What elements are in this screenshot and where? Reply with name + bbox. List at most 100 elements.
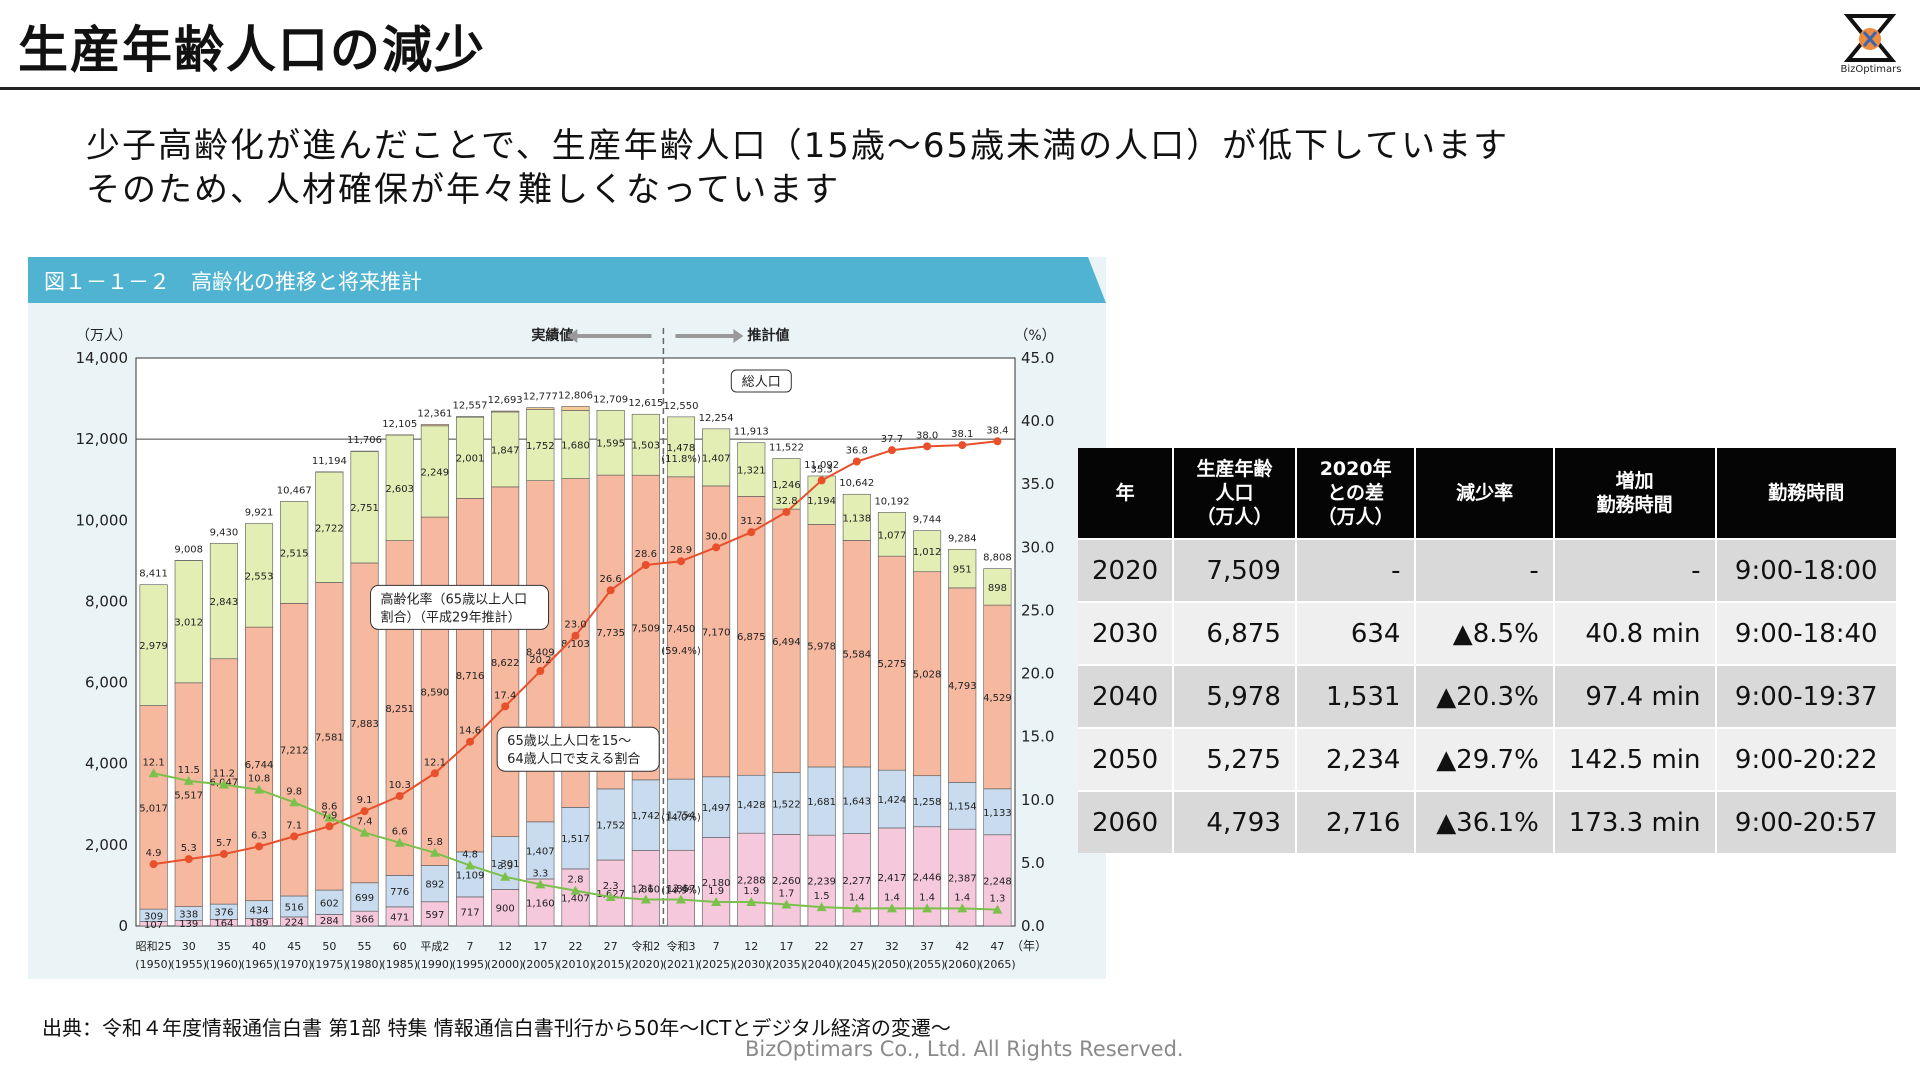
share-label: (14.0%) xyxy=(661,812,701,823)
x-tick-label: 40 xyxy=(252,940,266,953)
support-ratio-point xyxy=(675,894,686,904)
aging-ratio-point xyxy=(747,528,756,537)
x-tick-year-label: (1995) xyxy=(452,958,489,971)
ratio-value-label: 7.9 xyxy=(321,810,337,821)
bar-value-label: 900 xyxy=(496,904,515,915)
total-label: 12,615 xyxy=(628,398,663,409)
bar-value-label: 2,979 xyxy=(139,641,168,652)
support-ratio-point xyxy=(183,775,194,785)
aging-ratio-point xyxy=(923,442,932,451)
ratio-value-label: 38.0 xyxy=(916,430,938,441)
bar-value-label: 8,251 xyxy=(385,704,414,715)
table-cell: 173.3 min xyxy=(1553,790,1717,853)
bar-value-label: 2,248 xyxy=(983,876,1012,887)
bar-value-label: 7,509 xyxy=(631,624,660,635)
aging-ratio-point xyxy=(676,557,685,566)
bar-value-label: 376 xyxy=(214,908,233,919)
bar-segment xyxy=(350,882,379,912)
table-cell: - xyxy=(1553,538,1717,602)
bar-segment xyxy=(631,850,660,927)
total-label: 12,361 xyxy=(417,408,452,419)
x-tick-year-label: (2010) xyxy=(557,958,594,971)
ratio-value-label: 38.1 xyxy=(951,429,973,440)
bar-segment xyxy=(877,512,906,557)
x-tick-year-label: (1985) xyxy=(381,958,418,971)
support-ratio-point xyxy=(640,894,651,904)
bar-segment xyxy=(526,409,555,481)
source-note: 出典：令和４年度情報通信白書 第1部 特集 情報通信白書刊行から50年～ICTと… xyxy=(42,1016,951,1040)
table-cell: 9:00-18:00 xyxy=(1715,538,1899,602)
x-tick-year-label: (1950) xyxy=(135,958,172,971)
bar-value-label: 1,109 xyxy=(456,870,485,881)
bar-value-label: 338 xyxy=(179,910,198,921)
figure-header: 図１－１－２ 高齢化の推移と将来推計 xyxy=(28,257,1106,303)
bar-segment xyxy=(209,543,238,660)
bar-segment xyxy=(737,832,766,927)
aging-ratio-point xyxy=(571,631,580,640)
x-tick-label: 7 xyxy=(467,940,474,953)
bar-value-label: 471 xyxy=(390,912,409,923)
x-tick-year-label: (2060) xyxy=(944,958,981,971)
ratio-value-label: 28.9 xyxy=(670,545,692,556)
bar-segment xyxy=(702,485,731,778)
x-tick-year-label: (1960) xyxy=(206,958,243,971)
y-tick-label: 4,000 xyxy=(85,755,128,773)
left-arrow-icon xyxy=(567,329,652,343)
bar-segment xyxy=(596,788,625,861)
support-ratio-point xyxy=(570,885,581,895)
support-ratio-point xyxy=(218,779,229,789)
bar-segment xyxy=(807,524,836,768)
bar-segment xyxy=(842,766,871,834)
total-label: 12,254 xyxy=(699,413,734,424)
bar-segment xyxy=(456,497,485,853)
bar-segment xyxy=(245,523,274,628)
support-value-label: 2.8 xyxy=(568,875,584,886)
bar-segment xyxy=(561,410,590,479)
bar-segment xyxy=(666,476,695,780)
bar-value-label: 1,428 xyxy=(737,800,766,811)
bar-value-label: 309 xyxy=(144,911,163,922)
total-label: 12,693 xyxy=(488,395,523,406)
x-tick-label: 7 xyxy=(713,940,720,953)
bar-value-label: 602 xyxy=(320,898,339,909)
aging-ratio-point xyxy=(430,769,439,778)
bar-value-label: 1,752 xyxy=(596,820,625,831)
support-ratio-point xyxy=(394,837,405,847)
bar-value-label: 4,529 xyxy=(983,693,1012,704)
support-ratio-point xyxy=(816,902,827,912)
x-tick-year-label: (1975) xyxy=(311,958,348,971)
table-cell: 2060 xyxy=(1078,790,1175,853)
ratio-value-label: 9.1 xyxy=(357,795,373,806)
bar-value-label: 2,553 xyxy=(245,571,274,582)
support-value-label: 2.1 xyxy=(638,883,654,894)
x-tick-label: 42 xyxy=(955,940,969,953)
page-title: 生産年齢人口の減少 xyxy=(18,21,486,79)
x-tick-year-label: (2021) xyxy=(663,958,700,971)
x-tick-year-label: (2005) xyxy=(522,958,559,971)
lead-text: 少子高齢化が進んだことで、生産年齢人口（15歳～65歳未満の人口）が低下していま… xyxy=(86,124,1509,212)
title-divider xyxy=(0,87,1920,90)
x-tick-year-label: (2065) xyxy=(979,958,1016,971)
x-tick-label: 35 xyxy=(217,940,231,953)
ratio-value-label: 30.0 xyxy=(705,531,727,542)
share-label: (11.8%) xyxy=(661,454,701,465)
population-chart: 14,000 12,000 10,000 8,000 6,000 4,000 2,000 0 （… xyxy=(76,327,1056,971)
x-axis-unit: （年） xyxy=(1011,939,1047,953)
support-ratio-point xyxy=(465,860,476,870)
bar-segment xyxy=(139,584,168,706)
table-cell: ▲36.1% xyxy=(1415,790,1555,853)
bar-value-label: 5,584 xyxy=(842,650,871,661)
bar-value-label: 1,503 xyxy=(631,441,660,452)
bar-value-label: 2,288 xyxy=(737,876,766,887)
table-cell: 634 xyxy=(1295,601,1417,665)
bar-value-label: 2,603 xyxy=(385,484,414,495)
table-cell: ▲29.7% xyxy=(1415,727,1555,791)
bar-value-label: 1,133 xyxy=(983,808,1012,819)
bar-value-label: 7,212 xyxy=(280,746,309,757)
bar-value-label: 2,249 xyxy=(421,467,450,478)
support-value-label: 3.3 xyxy=(532,868,548,879)
bar-segment xyxy=(948,587,977,783)
bar-value-label: 1,497 xyxy=(702,803,731,814)
table-cell: 2050 xyxy=(1078,727,1175,791)
bar-segment xyxy=(983,788,1012,836)
